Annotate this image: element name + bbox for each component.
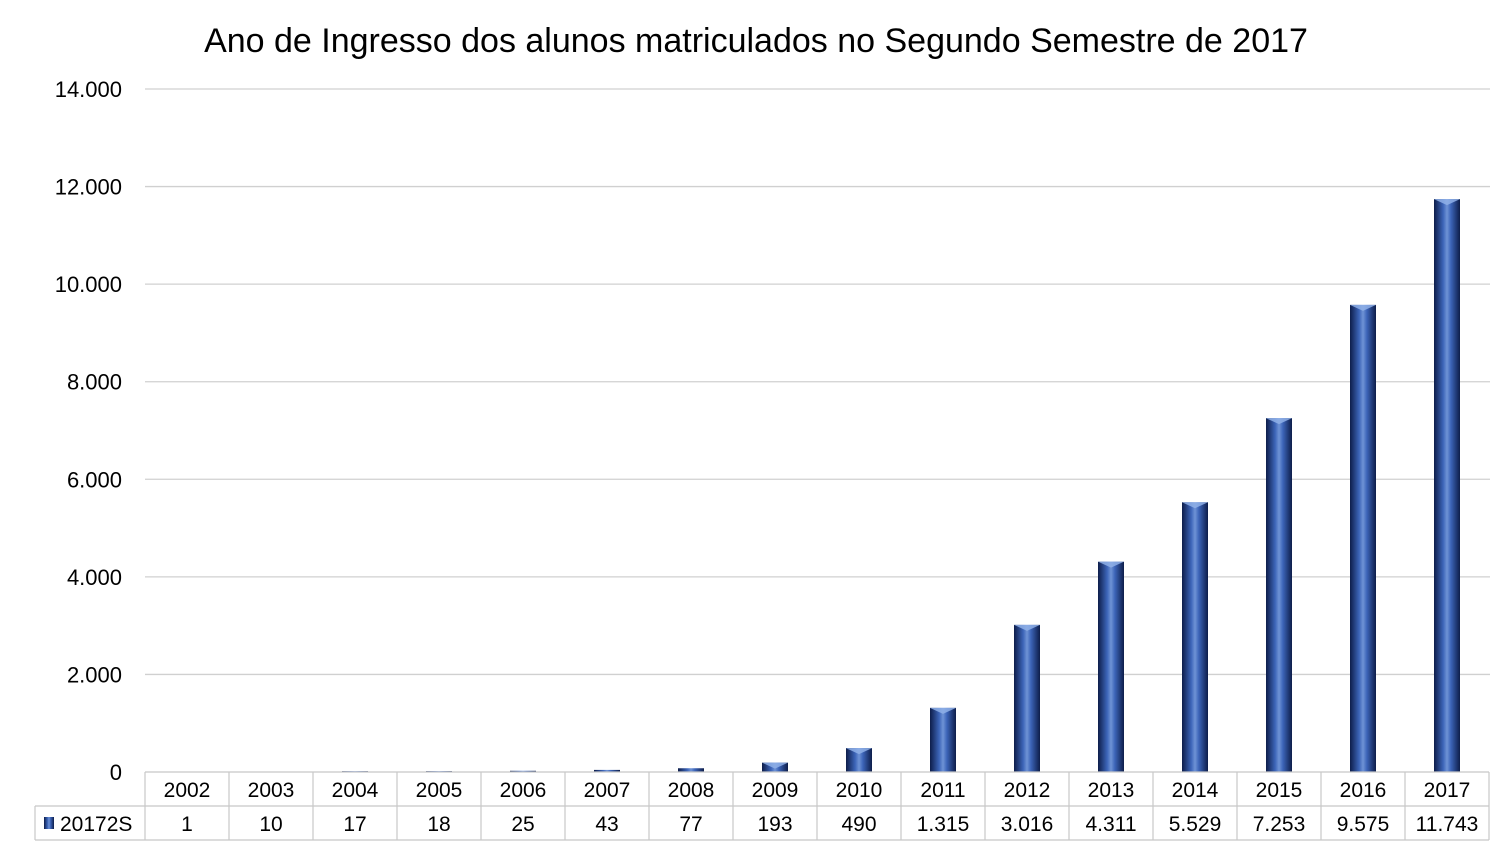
x-tick-label: 2003 (248, 779, 295, 802)
y-tick-label: 0 (110, 760, 122, 785)
data-table-value: 490 (841, 813, 876, 836)
data-table-value: 1.315 (917, 813, 970, 836)
bar (1434, 199, 1460, 772)
bar (1014, 624, 1040, 772)
x-tick-label: 2011 (920, 779, 965, 802)
data-table-value: 18 (427, 813, 450, 836)
bar (594, 769, 620, 772)
x-tick-label: 2004 (332, 779, 379, 802)
bar-top-bevel (930, 707, 956, 714)
x-tick-label: 2006 (500, 779, 547, 802)
legend-key-icon (44, 817, 54, 829)
x-tick-label: 2012 (1004, 779, 1051, 802)
x-tick-label: 2010 (836, 779, 883, 802)
bar (846, 748, 872, 772)
bar-top-bevel (762, 762, 788, 769)
data-table-value: 9.575 (1337, 813, 1390, 836)
bar (1266, 418, 1292, 772)
bar (1098, 561, 1124, 772)
legend-series-name: 20172S (60, 813, 132, 836)
data-table-value: 7.253 (1253, 813, 1306, 836)
x-tick-label: 2017 (1424, 779, 1471, 802)
bar (1350, 304, 1376, 772)
x-tick-label: 2009 (752, 779, 799, 802)
x-tick-label: 2016 (1340, 779, 1387, 802)
x-tick-label: 2002 (164, 779, 211, 802)
bar (678, 768, 704, 772)
x-tick-label: 2014 (1172, 779, 1219, 802)
data-table-value: 193 (757, 813, 792, 836)
x-tick-label: 2007 (584, 779, 631, 802)
y-tick-label: 12.000 (55, 175, 122, 200)
y-tick-label: 6.000 (67, 467, 122, 492)
chart-title: Ano de Ingresso dos alunos matriculados … (204, 22, 1308, 60)
gridlines (145, 88, 1490, 676)
y-tick-label: 8.000 (67, 370, 122, 395)
y-tick-label: 4.000 (67, 565, 122, 590)
x-tick-label: 2013 (1088, 779, 1135, 802)
bar-top-bevel (1350, 304, 1376, 311)
bar (930, 707, 956, 772)
bars (258, 199, 1460, 772)
bar-top-bevel (1014, 624, 1040, 631)
data-table-value: 4.311 (1086, 813, 1137, 836)
data-table-value: 17 (343, 813, 366, 836)
bar-top-bevel (1098, 561, 1124, 568)
bar-top-bevel (846, 748, 872, 755)
x-tick-label: 2008 (668, 779, 715, 802)
data-table-value: 25 (511, 813, 534, 836)
bar (1182, 502, 1208, 772)
bar-top-bevel (1182, 502, 1208, 509)
data-table-value: 5.529 (1169, 813, 1222, 836)
y-tick-label: 10.000 (55, 272, 122, 297)
data-table-value: 1 (181, 813, 193, 836)
y-tick-label: 2.000 (67, 662, 122, 687)
data-table-value: 43 (595, 813, 618, 836)
data-table-value: 11.743 (1416, 813, 1479, 836)
data-table-value: 77 (679, 813, 702, 836)
bar-top-bevel (1266, 418, 1292, 425)
bar-top-bevel (1434, 199, 1460, 206)
data-table-value: 3.016 (1001, 813, 1054, 836)
bar (510, 770, 536, 772)
x-tick-label: 2015 (1256, 779, 1303, 802)
data-table-value: 10 (259, 813, 282, 836)
y-tick-label: 14.000 (55, 77, 122, 102)
y-axis-ticks: 0 2.000 4.000 6.000 8.000 10.000 12.000 14.000 (55, 77, 122, 785)
x-tick-label: 2005 (416, 779, 463, 802)
data-table: 2002 1 2003 10 2004 17 2005 18 2006 25 2007 43 2008 7… (34, 771, 1490, 841)
